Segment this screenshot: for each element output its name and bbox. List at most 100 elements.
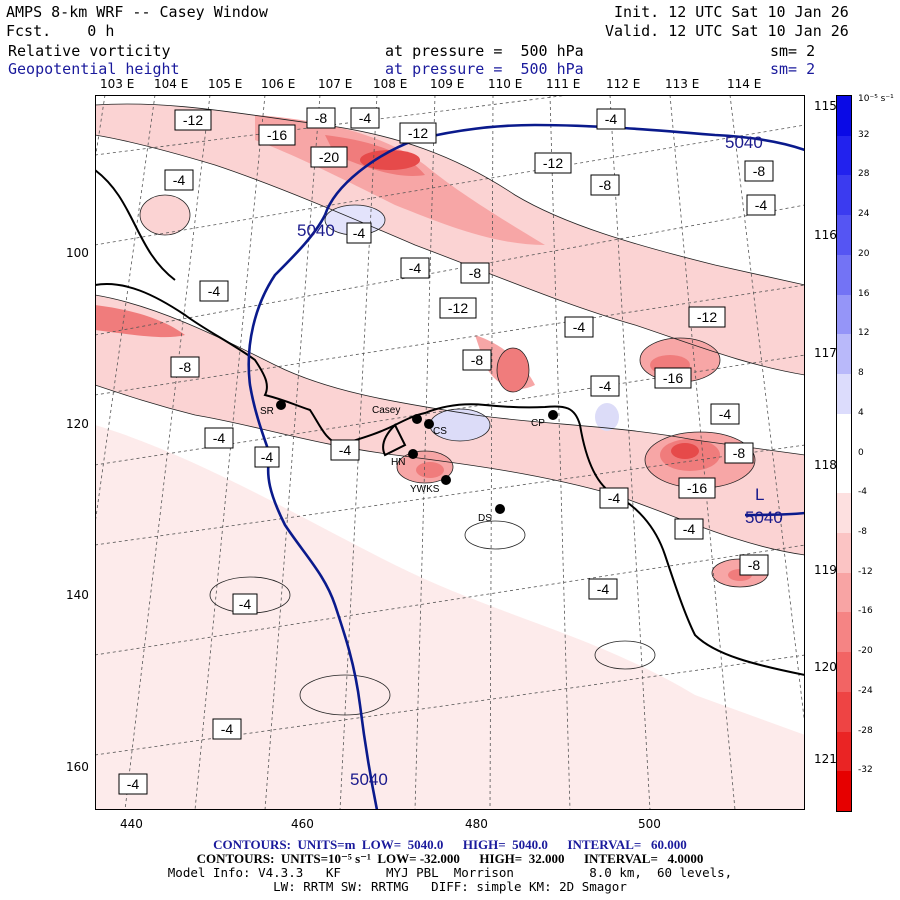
svg-text:-4: -4 [261,449,274,465]
contour-label: -4 [254,446,280,468]
svg-text:-16: -16 [267,127,287,143]
colorbar-tick-label: 24 [858,209,870,220]
lon-label: 103 E [100,77,135,91]
svg-text:-8: -8 [471,352,484,368]
footer-model-info: Model Info: V4.3.3 KF MYJ PBL Morrison 8… [167,865,733,880]
init-time: Init. 12 UTC Sat 10 Jan 26 [614,3,849,21]
contour-label: -12 [439,297,477,319]
svg-text:-4: -4 [173,172,186,188]
station-label: CP [531,418,545,429]
y-axis-label: 160 [66,760,89,774]
svg-text:-12: -12 [697,309,717,325]
colorbar-tick-label: 0 [858,447,864,458]
contour-label: -16 [678,477,716,499]
svg-text:-4: -4 [683,521,696,537]
svg-text:-12: -12 [448,300,468,316]
colorbar-tick-label: 12 [858,328,870,339]
station-label: SR [260,406,274,417]
station-label: DS [478,513,492,524]
svg-text:-8: -8 [469,265,482,281]
lat-lon-grid [95,95,805,810]
colorbar-tick-label: 4 [858,407,864,418]
svg-text:-4: -4 [127,776,140,792]
height-label: 5040 [297,221,335,240]
height-label: 5040 [725,133,763,152]
contour-label: -8 [739,554,769,576]
station-dot [412,414,422,424]
svg-text:-4: -4 [599,378,612,394]
field2-smoothing: sm= 2 [770,60,816,78]
contour-label: -16 [654,367,692,389]
field1-level: at pressure = 500 hPa [385,42,584,60]
colorbar-tick-label: -20 [858,646,873,657]
svg-text:-4: -4 [339,442,352,458]
station-group: SR Casey CS CP HN YWKS DS [260,400,558,524]
svg-text:-4: -4 [605,111,618,127]
svg-text:-8: -8 [753,163,766,179]
station-dot [548,410,558,420]
svg-text:-4: -4 [573,319,586,335]
svg-text:-4: -4 [208,283,221,299]
svg-text:-4: -4 [719,406,732,422]
contour-label: -20 [310,146,348,168]
field2-name: Geopotential height [8,60,180,78]
lon-label: 111 E [546,77,581,91]
lon-label: 110 E [488,77,523,91]
contour-label: -8 [724,442,754,464]
svg-text:-12: -12 [408,125,428,141]
contour-label: -4 [346,222,372,244]
lon-label: 108 E [373,77,408,91]
lon-label: 104 E [154,77,189,91]
svg-text:-8: -8 [748,557,761,573]
contour-label: -12 [534,152,572,174]
svg-text:-4: -4 [221,721,234,737]
station-dot [408,449,418,459]
contour-label: -4 [674,518,704,540]
svg-text:-4: -4 [213,430,226,446]
svg-text:-8: -8 [733,445,746,461]
contour-label: -8 [306,107,336,129]
height-label: 5040 [745,508,783,527]
colorbar-tick-label: 8 [858,368,864,379]
svg-text:-4: -4 [608,490,621,506]
contour-label: -8 [170,356,200,378]
station-dot [424,419,434,429]
x-axis-label: 440 [120,817,143,831]
contour-label: -8 [460,262,490,284]
svg-text:-8: -8 [179,359,192,375]
svg-text:-4: -4 [359,110,372,126]
contour-label: -4 [330,439,360,461]
field2-level: at pressure = 500 hPa [385,60,584,78]
colorbar [836,95,852,812]
contour-label: -4 [590,375,620,397]
lon-label: 107 E [318,77,353,91]
footer-contours-height: CONTOURS: UNITS=m LOW= 5040.0 HIGH= 5040… [213,837,687,852]
colorbar-tick-label: -8 [858,526,867,537]
height-label-group: 5040 5040 5040 5040 L [297,133,783,789]
field1-smoothing: sm= 2 [770,42,816,60]
contour-label: -16 [258,124,296,146]
station-dot [441,475,451,485]
contour-label: -4 [588,578,618,600]
svg-text:-20: -20 [319,149,339,165]
colorbar-tick-label: 28 [858,169,870,180]
station-dot [276,400,286,410]
contour-label: -4 [710,403,740,425]
lon-label: 112 E [606,77,641,91]
colorbar-tick-label: 16 [858,288,870,299]
colorbar-tick-label: -4 [858,487,867,498]
contour-label: -4 [400,257,430,279]
footer-physics-info: LW: RRTM SW: RRTMG DIFF: simple KM: 2D S… [273,879,627,894]
y-axis-label: 140 [66,588,89,602]
x-axis-label: 500 [638,817,661,831]
contour-label-group: -12 -8 -4 -12 -4 -16 -20 -12 -8 -8 -4 -4… [118,107,776,795]
contour-label: -4 [212,718,242,740]
lon-label: 105 E [208,77,243,91]
y-axis-label: 120 [66,417,89,431]
height-contour-5040 [247,123,805,810]
station-label: Casey [372,405,400,416]
vorticity-map: -12 -8 -4 -12 -4 -16 -20 -12 -8 -8 -4 -4… [95,95,805,810]
x-axis-label: 460 [291,817,314,831]
contour-label: -4 [232,593,258,615]
contour-label: -4 [164,169,194,191]
